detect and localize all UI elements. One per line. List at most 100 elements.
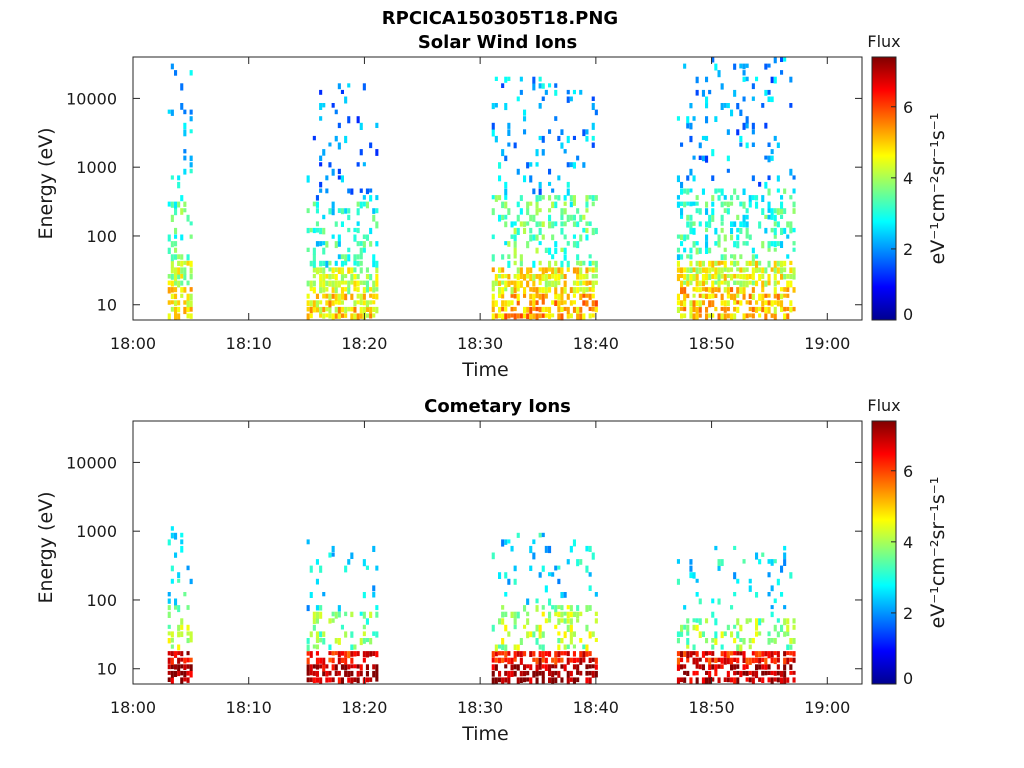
heatmap-cell (170, 670, 174, 678)
heatmap-cell (733, 260, 737, 267)
heatmap-cell (770, 677, 774, 684)
heatmap-cell (331, 168, 335, 176)
heatmap-cell (189, 168, 193, 174)
heatmap-cell (523, 129, 527, 135)
heatmap-cell (315, 605, 319, 611)
heatmap-cell (526, 201, 530, 209)
heatmap-cell (594, 274, 598, 279)
heatmap-cell (513, 260, 517, 266)
heatmap-cell (764, 214, 768, 219)
heatmap-cell (177, 631, 181, 638)
heatmap-cell (739, 287, 743, 294)
heatmap-cell (720, 664, 724, 669)
heatmap-cell (344, 96, 348, 104)
heatmap-cell (177, 572, 181, 579)
heatmap-cell (764, 227, 768, 234)
heatmap-cell (189, 306, 193, 312)
heatmap-cell (588, 287, 592, 292)
heatmap-cell (748, 670, 752, 675)
heatmap-cell (526, 241, 530, 249)
heatmap-cell (680, 214, 684, 219)
heatmap-cell (560, 638, 564, 644)
heatmap-cell (773, 598, 777, 604)
heatmap-cell (695, 657, 699, 665)
heatmap-cell (541, 306, 545, 313)
heatmap-cell (755, 195, 759, 201)
heatmap-cell (491, 208, 495, 216)
heatmap-cell (526, 274, 530, 279)
heatmap-cell (491, 129, 495, 137)
heatmap-cell (322, 241, 326, 246)
heatmap-cell (183, 168, 187, 175)
heatmap-cell (560, 657, 564, 663)
heatmap-cell (770, 267, 774, 272)
heatmap-cell (730, 195, 734, 201)
colorbar-tick-label: 0 (903, 669, 913, 688)
heatmap-cell (544, 545, 548, 553)
heatmap-cell (513, 313, 517, 320)
heatmap-cell (372, 300, 376, 305)
heatmap-cell (347, 214, 351, 221)
heatmap-cell (566, 611, 570, 619)
heatmap-cell (541, 300, 545, 305)
heatmap-cell (551, 188, 555, 193)
heatmap-cell (701, 155, 705, 162)
heatmap-cell (183, 274, 187, 281)
heatmap-cell (519, 260, 523, 267)
heatmap-cell (180, 532, 184, 538)
heatmap-cell (494, 677, 498, 684)
heatmap-cell (723, 260, 727, 268)
heatmap-cell (780, 195, 784, 200)
heatmap-cell (726, 651, 730, 659)
heatmap-cell (572, 135, 576, 140)
heatmap-cell (532, 657, 536, 662)
x-tick-label: 18:00 (110, 698, 156, 717)
heatmap-cell (591, 195, 595, 201)
heatmap-cell (177, 201, 181, 208)
heatmap-cell (174, 300, 178, 307)
heatmap-cell (680, 241, 684, 247)
heatmap-cell (686, 122, 690, 129)
heatmap-cell (498, 306, 502, 313)
heatmap-cell (353, 664, 357, 669)
heatmap-cell (174, 306, 178, 314)
heatmap-cell (582, 300, 586, 306)
heatmap-cell (588, 221, 592, 226)
heatmap-cell (322, 103, 326, 108)
heatmap-cell (705, 135, 709, 141)
heatmap-cell (683, 300, 687, 307)
heatmap-cell (792, 274, 796, 280)
heatmap-cell (698, 247, 702, 254)
heatmap-cell (353, 644, 357, 650)
heatmap-cell (789, 670, 793, 675)
heatmap-cell (541, 670, 545, 678)
heatmap-cell (563, 644, 567, 650)
heatmap-cell (776, 670, 780, 676)
heatmap-cell (174, 293, 178, 300)
heatmap-cell (705, 96, 709, 104)
heatmap-cell (359, 188, 363, 193)
heatmap-cell (362, 247, 366, 253)
heatmap-cell (708, 214, 712, 222)
heatmap-cell (189, 300, 193, 307)
heatmap-cell (792, 670, 796, 675)
heatmap-cell (761, 670, 765, 676)
heatmap-cell (576, 664, 580, 671)
heatmap-cell (356, 221, 360, 226)
heatmap-cell (789, 664, 793, 670)
heatmap-cell (736, 234, 740, 241)
heatmap-cell (334, 280, 338, 288)
heatmap-cell (755, 254, 759, 259)
heatmap-cell (767, 188, 771, 196)
heatmap-cell (683, 188, 687, 194)
heatmap-cell (585, 129, 589, 135)
heatmap-cell (315, 611, 319, 619)
x-tick-label: 18:40 (573, 698, 619, 717)
x-tick-label: 18:30 (457, 698, 503, 717)
heatmap-cell (328, 677, 332, 683)
heatmap-cell (507, 260, 511, 268)
heatmap-cell (585, 287, 589, 293)
heatmap-cell (585, 644, 589, 652)
heatmap-cell (516, 214, 520, 222)
heatmap-cell (334, 241, 338, 249)
